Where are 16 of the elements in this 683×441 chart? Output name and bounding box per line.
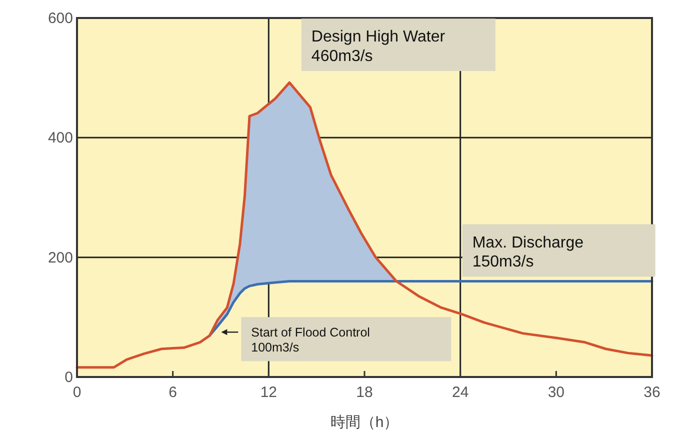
y-tick-label: 200 [48,249,73,266]
x-tick-label: 30 [548,384,565,401]
x-tick-label: 36 [644,384,660,401]
x-tick-label: 6 [168,384,178,401]
x-axis-title: 時間（h） [330,414,399,431]
line-series [76,81,654,369]
y-tick-label: 600 [48,10,73,27]
annotation: Design High Water 460m3/s [311,28,446,65]
line-series [208,280,654,337]
y-tick-label: 400 [48,130,73,147]
x-tick-label: 18 [356,384,373,401]
annotation: Start of Flood Control 100m3/s [251,326,370,355]
x-tick-label: 24 [452,384,469,401]
annotation: Max. Discharge 150m3/s [472,234,584,270]
y-tick-label: 0 [64,369,73,386]
x-tick-label: 12 [260,384,278,401]
